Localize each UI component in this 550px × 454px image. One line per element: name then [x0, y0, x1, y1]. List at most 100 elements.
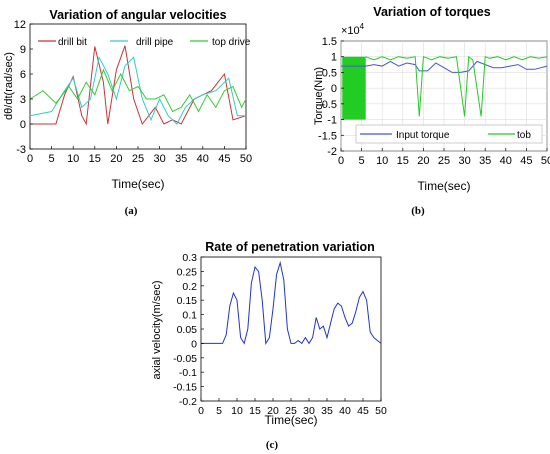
chart-c-y-tick: 0.25 — [177, 266, 204, 278]
chart-b-x-tick: 40 — [500, 148, 512, 167]
chart-a-y-tick-label: 12 — [14, 19, 26, 31]
chart-c-y-tick-label: -0.1 — [179, 367, 197, 379]
chart-b-caption: (b) — [411, 205, 425, 217]
chart-c-x-tick-label: 40 — [339, 405, 351, 417]
chart-a-x-ticks: 0 5 10 15 20 25 30 35 40 45 50 — [27, 146, 252, 165]
chart-a-x-tick-label: 35 — [175, 153, 187, 165]
chart-b-x-tick-label: 45 — [520, 155, 532, 167]
chart-c-y-label: axial velocity(m/sec) — [151, 280, 163, 379]
chart-c-x-tick-label: 20 — [267, 405, 279, 417]
chart-a-legend: drill bit drill pipe top drive — [38, 37, 251, 48]
chart-a-x-tick-label: 5 — [49, 153, 55, 165]
chart-b-x-tick-label: 25 — [438, 155, 450, 167]
chart-a-y-tick: 0 — [20, 119, 33, 131]
chart-a-x-tick: 30 — [153, 146, 166, 165]
chart-a-x-tick: 40 — [197, 146, 209, 165]
chart-a: Variation of angular velocities 0 5 10 15 20… — [3, 8, 252, 217]
chart-c-series-rop — [201, 260, 382, 345]
chart-a-y-label: dθ/dt(rad/sec) — [3, 52, 15, 120]
chart-c-y-tick-label: 0.2 — [182, 281, 197, 293]
chart-b-scale-exp: 4 — [360, 22, 365, 31]
chart-a-x-tick: 10 — [67, 146, 79, 165]
chart-b-x-tick: 0 — [338, 148, 344, 167]
chart-c-x-tick: 5 — [216, 398, 222, 417]
chart-a-y-tick-label: 3 — [20, 94, 26, 106]
chart-b-series-group — [341, 55, 548, 117]
chart-b-y-tick-label: -2 — [327, 146, 337, 158]
chart-b-x-tick: 5 — [359, 148, 365, 167]
chart-c-x-tick-label: 0 — [198, 405, 204, 417]
chart-a-series-top-drive — [29, 68, 247, 113]
chart-c-y-tick: 0.1 — [182, 310, 204, 322]
chart-c-y-tick-label: -0.15 — [173, 382, 197, 394]
chart-a-title: Variation of angular velocities — [49, 8, 226, 22]
chart-b: Variation of torques ×104 0 5 10 15 20 25 30 35… — [313, 5, 550, 217]
chart-a-series-group — [29, 45, 247, 126]
chart-b-x-tick-label: 40 — [500, 155, 512, 167]
chart-c-y-ticks: -0.2 -0.15 -0.1 -0.05 0 0.05 0.1 0.15 0.2 0.25 0.3 — [173, 252, 204, 408]
chart-c-x-tick: 25 — [285, 398, 297, 417]
chart-a-x-tick-label: 10 — [67, 153, 79, 165]
chart-a-y-tick-label: 9 — [20, 44, 26, 56]
chart-b-y-tick-label: -1 — [327, 115, 337, 127]
chart-c-y-tick: 0.05 — [177, 324, 204, 336]
chart-c-x-ticks: 0 5 10 15 20 25 30 35 40 45 50 — [198, 398, 387, 417]
chart-b-x-tick-label: 5 — [359, 155, 365, 167]
chart-a-y-tick: 6 — [20, 69, 33, 81]
chart-b-y-tick-label: -0.5 — [318, 99, 337, 111]
chart-c-x-tick-label: 30 — [303, 405, 315, 417]
chart-c-x-tick-label: 45 — [357, 405, 369, 417]
chart-c-x-tick-label: 15 — [249, 405, 261, 417]
chart-a-x-tick-label: 25 — [132, 153, 144, 165]
chart-b-y-tick: 1.5 — [322, 36, 344, 48]
chart-c-y-tick-label: -0.2 — [179, 396, 197, 408]
chart-c-y-tick-label: 0.25 — [177, 266, 198, 278]
chart-c-x-tick: 0 — [198, 398, 204, 417]
chart-b-title: Variation of torques — [373, 5, 490, 19]
chart-b-tob-oscillation-band — [342, 56, 366, 120]
chart-a-x-tick: 0 — [27, 146, 33, 165]
chart-c-y-tick: -0.1 — [179, 367, 204, 379]
chart-b-y-tick: -0.5 — [318, 99, 344, 111]
chart-b-y-tick: -1.5 — [318, 130, 344, 142]
chart-a-x-tick-label: 15 — [89, 153, 101, 165]
chart-b-x-tick-label: 0 — [338, 155, 344, 167]
chart-a-y-tick: 3 — [20, 94, 33, 106]
chart-b-x-tick-label: 15 — [397, 155, 409, 167]
chart-b-y-tick-label: 0 — [331, 83, 337, 95]
chart-a-x-tick-label: 0 — [27, 153, 33, 165]
chart-a-x-tick-label: 20 — [110, 153, 122, 165]
chart-b-x-tick-label: 10 — [376, 155, 388, 167]
chart-c-series-group — [201, 260, 382, 345]
chart-b-legend: Input torque tob — [355, 124, 543, 144]
chart-c-x-tick: 15 — [249, 398, 261, 417]
chart-a-y-tick: 9 — [20, 44, 33, 56]
chart-b-series-input-torque — [341, 60, 548, 73]
chart-a-y-tick-label: 6 — [20, 69, 26, 81]
chart-c-x-tick: 50 — [375, 398, 387, 417]
chart-c-x-tick: 20 — [267, 398, 279, 417]
chart-c-y-tick: 0.3 — [182, 252, 204, 264]
chart-b-y-label: Torque(Nm) — [313, 67, 325, 125]
chart-c-x-tick: 40 — [339, 398, 351, 417]
chart-b-scale-label: ×104 — [341, 22, 365, 37]
chart-b-x-tick-label: 35 — [479, 155, 491, 167]
chart-c-plot-area — [200, 256, 382, 402]
legend-drill-bit-label: drill bit — [58, 37, 87, 48]
chart-a-x-tick: 35 — [175, 146, 187, 165]
chart-c-x-label: Time(sec) — [265, 413, 318, 427]
chart-b-x-tick-label: 20 — [417, 155, 429, 167]
chart-c-x-tick-label: 5 — [216, 405, 222, 417]
chart-a-y-tick: -3 — [16, 144, 33, 156]
chart-a-y-tick-label: -3 — [16, 144, 26, 156]
chart-b-x-tick: 25 — [438, 148, 450, 167]
chart-a-y-ticks: -3 0 3 6 9 12 — [14, 19, 33, 156]
chart-a-x-tick: 50 — [240, 146, 252, 165]
chart-b-x-tick: 20 — [417, 148, 430, 167]
chart-c-x-tick: 45 — [357, 398, 369, 417]
chart-a-x-tick-label: 50 — [240, 153, 252, 165]
chart-a-x-tick: 5 — [49, 146, 55, 165]
chart-b-y-tick: 0 — [331, 83, 344, 95]
chart-a-y-tick-label: 0 — [20, 119, 26, 131]
chart-b-y-tick: -2 — [327, 146, 344, 158]
